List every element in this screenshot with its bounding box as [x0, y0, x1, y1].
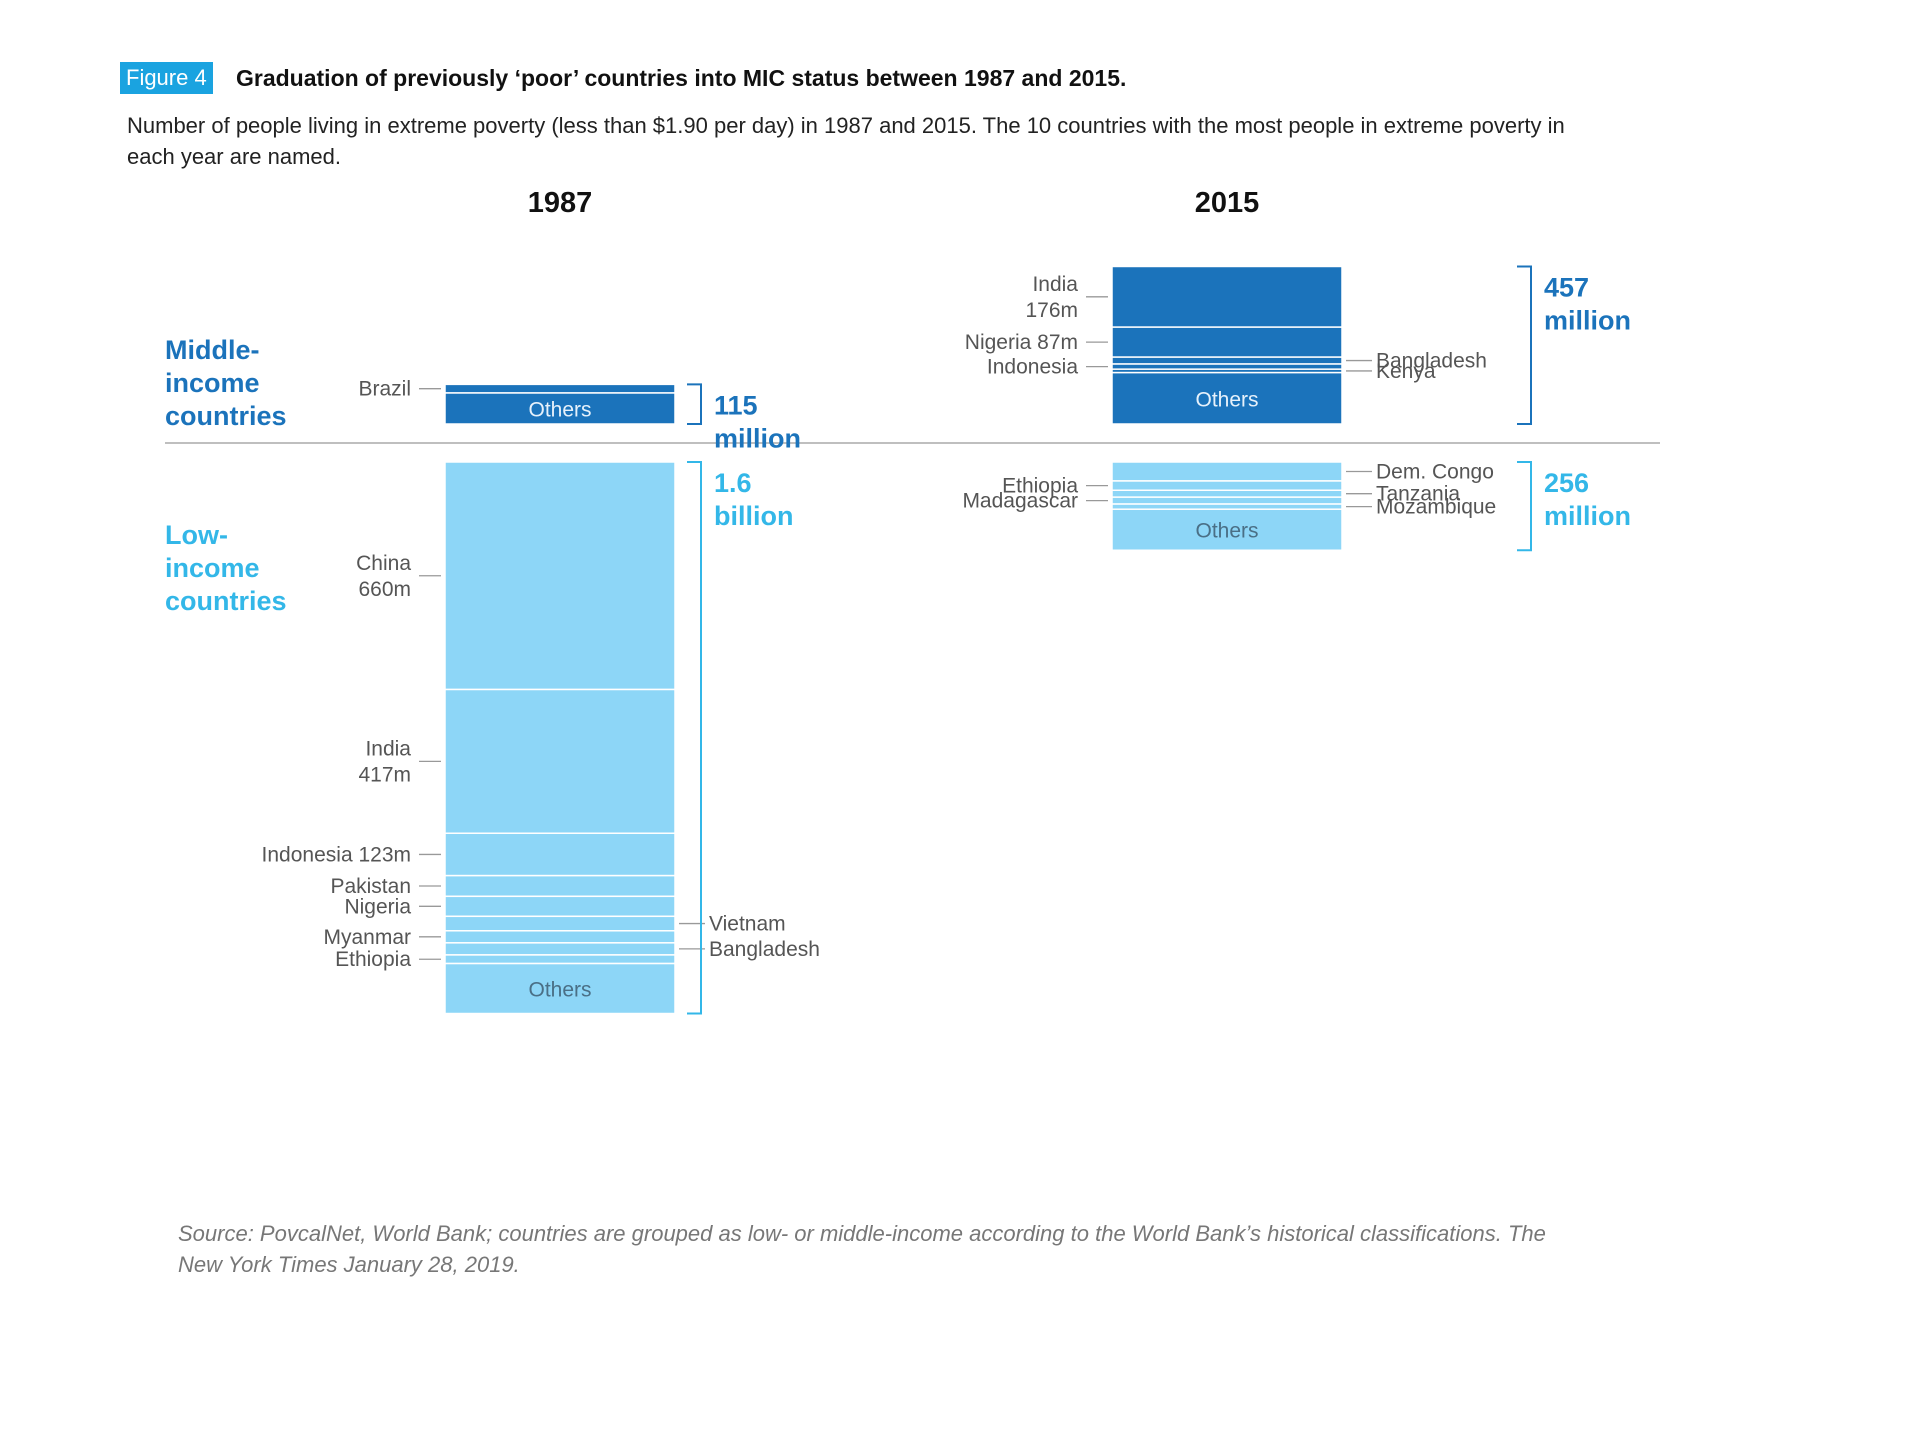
- bar-segment-2015-others: [1111, 371, 1343, 425]
- segment-label-1987-pakistan: Pakistan: [330, 875, 411, 898]
- segment-label-2015-nigeria: Nigeria 87m: [965, 331, 1078, 354]
- bar-segment-2015-bangladesh: [1111, 356, 1343, 365]
- segment-label-2015-kenya: Kenya: [1376, 360, 1436, 383]
- segment-label-2015-others: Others: [1195, 388, 1258, 411]
- bar-segment-1987-brazil: [444, 383, 676, 394]
- segment-label-1987-ethiopia: Ethiopia: [335, 948, 411, 971]
- bar-segment-1987-myanmar: [444, 930, 676, 944]
- bar-segment-1987-indonesia: [444, 832, 676, 877]
- bar-segment-1987-china: [444, 461, 676, 691]
- segment-label-2015-tanzania: Tanzania: [1376, 483, 1460, 506]
- total-label-2015-mid: 457 million: [1544, 272, 1631, 335]
- segment-label-2015-ethiopia: Ethiopia: [1002, 475, 1078, 498]
- segment-label-1987-india: India 417m: [358, 737, 411, 786]
- segment-label-2015-india: India 176m: [1025, 273, 1078, 322]
- segment-label-2015-bangladesh: Bangladesh: [1376, 350, 1487, 373]
- bar-segment-1987-vietnam: [444, 915, 676, 932]
- total-label-1987-mid: 115 million: [714, 390, 801, 453]
- bar-segment-2015-tanzania: [1111, 489, 1343, 498]
- segment-label-1987-indonesia: Indonesia 123m: [262, 843, 411, 866]
- bar-segment-2015-others: [1111, 508, 1343, 551]
- segment-label-2015-indonesia: Indonesia: [987, 356, 1078, 379]
- figure-subtitle: Number of people living in extreme pover…: [127, 113, 1565, 169]
- bar-segment-1987-others: [444, 392, 676, 425]
- segment-label-1987-vietnam: Vietnam: [709, 913, 786, 936]
- bar-segment-2015-mozambique: [1111, 503, 1343, 510]
- segment-label-1987-nigeria: Nigeria: [344, 895, 411, 918]
- year-label-2015: 2015: [1195, 187, 1260, 219]
- segment-label-1987-brazil: Brazil: [358, 378, 411, 401]
- figure-title: Graduation of previously ‘poor’ countrie…: [236, 65, 1127, 91]
- segment-label-2015-mozambique: Mozambique: [1376, 496, 1496, 519]
- segment-label-1987-china: China 660m: [356, 552, 411, 601]
- bar-segment-1987-india: [444, 688, 676, 834]
- segment-label-2015-madagascar: Madagascar: [962, 490, 1078, 513]
- bar-segment-1987-pakistan: [444, 874, 676, 898]
- bar-segment-2015-ethiopia: [1111, 480, 1343, 492]
- segment-label-1987-others: Others: [528, 979, 591, 1002]
- total-bracket-1987-low: [687, 461, 702, 1015]
- segment-label-1987-others: Others: [528, 398, 591, 421]
- segment-label-2015-dem-congo: Dem. Congo: [1376, 460, 1494, 483]
- total-label-2015-low: 256 million: [1544, 468, 1631, 531]
- total-bracket-2015-low: [1517, 461, 1532, 552]
- bar-segment-1987-nigeria: [444, 895, 676, 918]
- bar-segment-1987-others: [444, 962, 676, 1015]
- segment-label-2015-others: Others: [1195, 520, 1258, 543]
- bar-segment-2015-dem-congo: [1111, 461, 1343, 482]
- bar-segment-2015-indonesia: [1111, 363, 1343, 370]
- group-label-low-income: Low-income countries: [165, 520, 287, 616]
- group-label-middle-income: Middle-income countries: [165, 335, 287, 431]
- bar-segment-1987-bangladesh: [444, 942, 676, 956]
- figure-badge: Figure 4: [120, 62, 213, 94]
- bar-segment-1987-ethiopia: [444, 954, 676, 965]
- bar-segment-2015-nigeria: [1111, 326, 1343, 358]
- figure-source: Source: PovcalNet, World Bank; countries…: [178, 1221, 1546, 1277]
- bar-segment-2015-madagascar: [1111, 496, 1343, 505]
- total-label-1987-low: 1.6 billion: [714, 468, 793, 531]
- total-bracket-1987-mid: [687, 383, 702, 425]
- bar-segment-2015-india: [1111, 265, 1343, 328]
- year-label-1987: 1987: [528, 187, 593, 219]
- total-bracket-2015-mid: [1517, 265, 1532, 425]
- segment-label-1987-myanmar: Myanmar: [323, 926, 411, 949]
- figure-header: Figure 4 Graduation of previously ‘poor’…: [120, 62, 1780, 96]
- segment-label-1987-bangladesh: Bangladesh: [709, 938, 820, 961]
